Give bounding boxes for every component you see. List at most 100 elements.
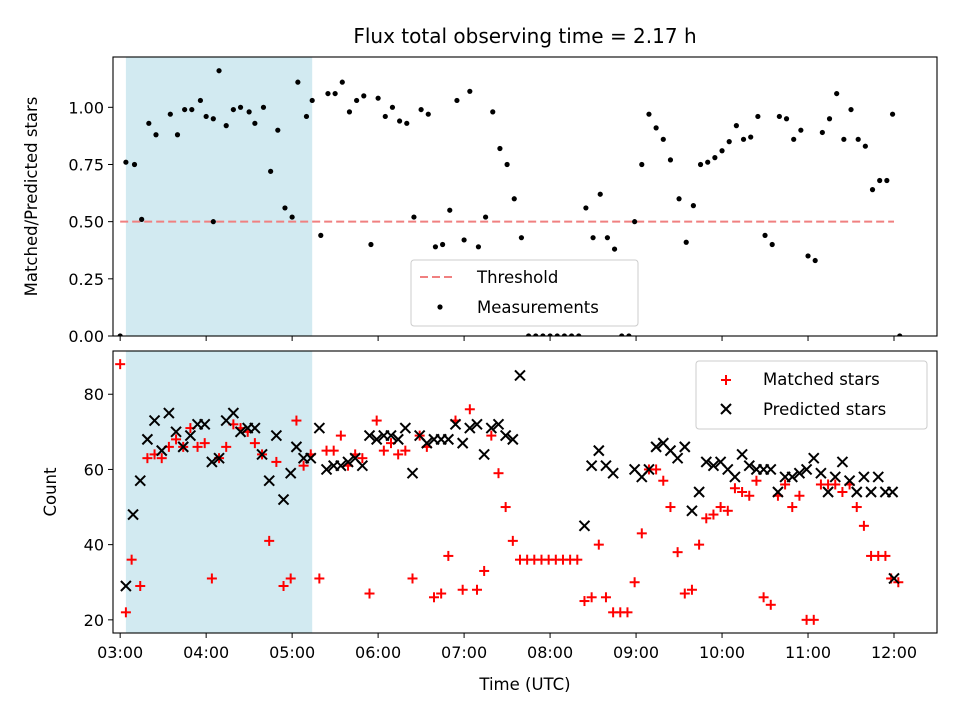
predicted-stars-point [679,441,691,453]
x-tick-label: 06:00 [355,643,401,662]
matched-stars-point [335,430,346,441]
predicted-stars-point [127,508,139,521]
measurement-point [897,333,903,336]
measurement-point [346,109,353,115]
measurement-point [697,161,704,168]
matched-stars-point [658,475,669,486]
measurement-point [639,161,645,168]
measurement-point [719,148,725,154]
y-axis-label: Matched/Predicted stars [22,97,41,297]
y-axis-label: Count [41,467,60,517]
predicted-stars-point [177,441,189,453]
legend-measurements-label: Measurements [477,298,599,317]
predicted-stars-point [356,459,369,472]
predicted-stars-point [342,456,354,468]
matched-stars-point [142,453,153,464]
measurement-point [182,106,188,113]
predicted-stars-point [886,486,899,498]
predicted-stars-point [134,475,146,487]
measurement-point [554,333,560,336]
measurement-point [611,246,618,252]
measurement-point [726,139,732,145]
matched-stars-point [371,415,382,426]
measurement-point [189,106,195,113]
predicted-stars-point [888,572,900,585]
predicted-stars-point [206,456,218,468]
legend-matched-swatch [721,375,731,385]
measurement-point [482,214,489,220]
predicted-stars-point [507,433,519,446]
legend-box [695,360,928,430]
predicted-stars-point [800,463,813,476]
measurement-point [404,120,410,126]
matched-stars-point [672,547,683,558]
measurement-point [676,196,682,202]
measurement-point [826,116,833,122]
measurement-point [368,241,374,248]
predicted-stars-point [471,418,483,431]
measurement-point [461,237,467,243]
y-tick-label: 60 [84,460,104,479]
measurement-point [819,129,825,136]
predicted-stars-point [421,437,433,449]
measurement-point [237,104,244,110]
legend-predicted-swatch [720,403,732,415]
matched-stars-point [665,502,676,513]
measurement-point [153,132,159,138]
measurement-point [511,196,517,202]
measurement-point [467,88,473,94]
predicted-stars-point [786,471,798,483]
predicted-stars-point [765,463,777,476]
measurement-point [848,106,854,113]
predicted-stars-point [370,433,383,446]
predicted-stars-point [729,471,741,483]
y-tick-label: 0.25 [68,270,104,289]
matched-stars-point [651,464,662,475]
measurement-point [197,97,204,104]
measurement-point [230,106,236,113]
measurement-point [791,136,797,142]
matched-stars-point [579,596,590,607]
predicted-stars-point [320,463,333,476]
matched-stars-point [115,359,126,370]
measurement-point [769,241,775,248]
measurement-point [877,177,883,184]
matched-stars-point [737,487,748,497]
predicted-stars-point [492,418,505,431]
measurement-point [490,109,496,115]
matched-stars-point [744,490,755,501]
predicted-stars-point [808,452,820,464]
measurement-point [660,136,666,142]
matched-stars-point [858,520,869,531]
predicted-stars-point [793,467,806,479]
measurement-point [776,113,782,120]
measurement-point [260,104,267,110]
x-tick-label: 08:00 [527,643,573,662]
x-tick-label: 11:00 [785,643,831,662]
matched-stars-point [572,554,583,565]
matched-stars-point [808,614,819,625]
measurement-point [561,333,568,336]
measurement-point [525,333,532,336]
matched-stars-point [221,441,232,452]
predicted-stars-point [499,429,512,442]
matched-stars-point [192,441,203,452]
matched-stars-point [156,453,167,464]
measurement-point [139,216,145,222]
measurement-point [447,207,453,213]
measurement-point [783,116,790,122]
measurement-point [632,219,638,225]
predicted-stars-point [836,456,849,468]
matched-stars-point [126,554,137,565]
measurement-point [604,235,611,241]
predicted-stars-point [213,452,225,464]
predicted-stars-point [686,505,698,517]
measurement-point [653,125,659,131]
predicted-stars-point [671,452,684,464]
matched-stars-point [457,584,468,595]
measurement-point [855,136,861,142]
matched-stars-point [758,592,769,603]
predicted-stars-point [815,467,827,479]
matched-stars-point [636,528,647,539]
matched-stars-point [120,607,131,618]
